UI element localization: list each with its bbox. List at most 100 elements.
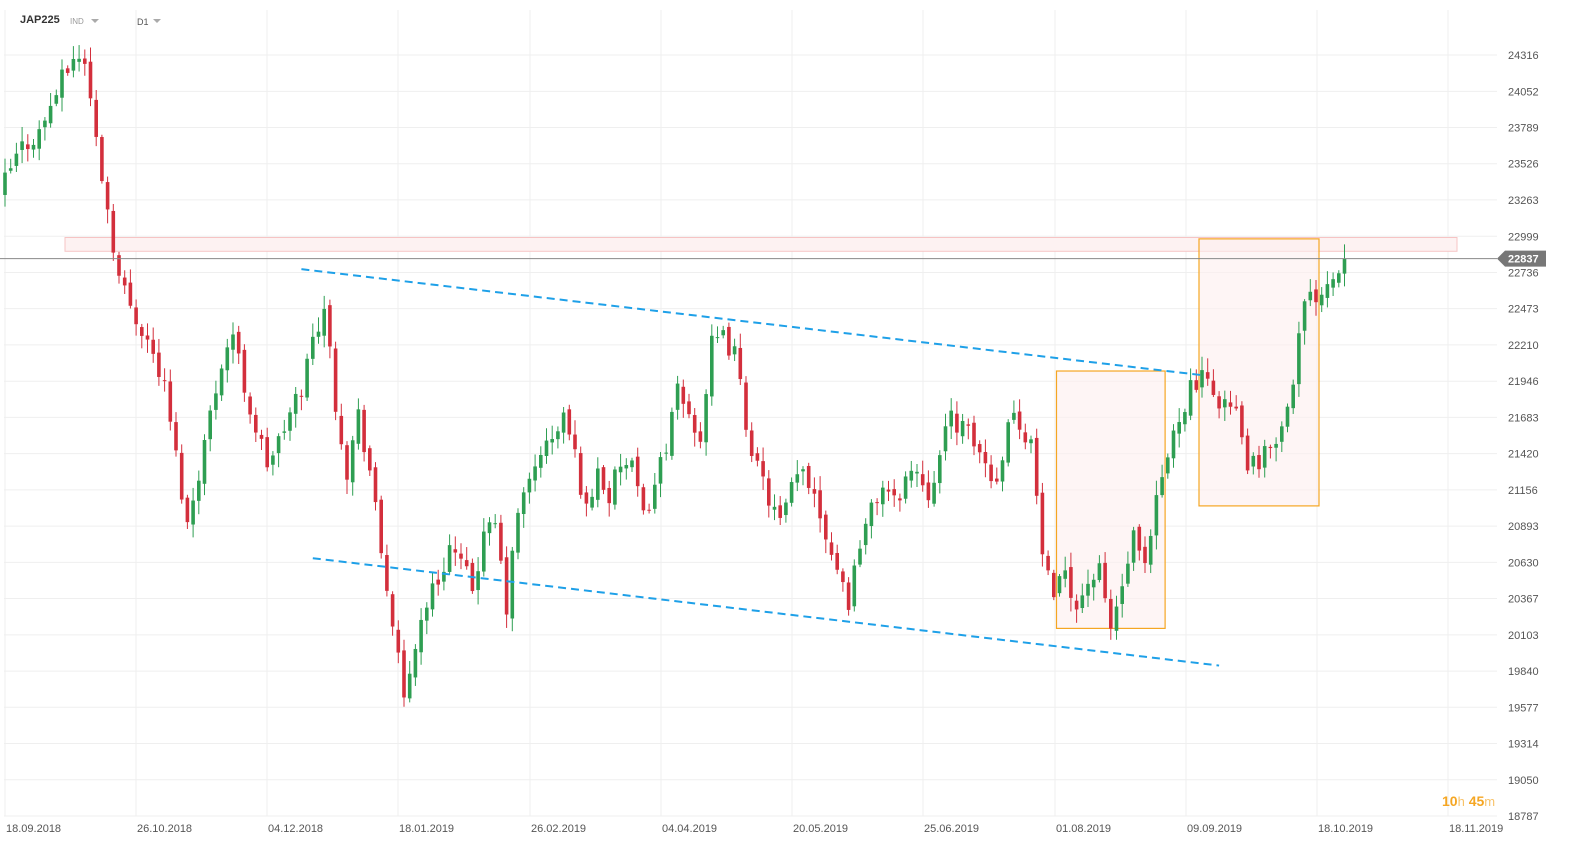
candle-body [949,410,953,427]
candle-body [675,383,680,410]
candle-body [425,607,429,621]
candle [1251,452,1256,475]
x-tick-label: 26.10.2018 [137,823,192,835]
candle-body [624,465,629,469]
candle [1268,444,1273,459]
timer-hours: 10 [1442,793,1458,809]
candle-body [1052,572,1056,598]
candle [1109,589,1113,640]
candle [641,483,646,515]
candle [60,59,64,112]
candle-body [1080,595,1085,609]
candle-body [396,629,401,653]
candle-countdown: 10h 45m [1442,793,1495,809]
y-tick-label: 20630 [1508,557,1539,569]
candle-body [276,436,281,454]
candle-body [419,619,423,653]
candle-body [356,409,361,444]
candle [510,546,515,632]
candle-body [77,58,81,62]
candle [578,446,583,499]
candle [459,543,463,570]
candle-body [259,434,264,439]
trend-lines[interactable] [301,268,1220,667]
candle-body [778,505,782,518]
candle-body [145,335,150,340]
candle [1274,437,1278,462]
candle-body [1319,294,1324,306]
candle [858,540,862,568]
candle-body [3,172,7,195]
candle-body [413,648,418,678]
candle-body [487,522,492,534]
y-tick-label: 19840 [1508,666,1539,678]
candle-body [1302,301,1307,331]
candle [601,464,606,495]
candle-body [1291,384,1295,409]
timeframe-selector[interactable]: D1 [137,17,149,27]
candle-body [527,478,532,493]
candle-body [539,454,543,468]
candle-body [157,352,161,377]
candle [282,419,287,440]
y-tick-label: 20893 [1508,521,1539,533]
candle-body [1148,535,1153,565]
candle-body [510,550,515,619]
y-tick-label: 23526 [1508,159,1539,171]
candle-body [231,334,235,350]
candle-body [829,542,834,555]
current-price-label: 22837 [1508,254,1539,266]
y-axis: 24316 24052 23789 23526 23263 22999 22736 22473… [1508,50,1539,823]
candle-body [71,59,76,71]
symbol-label[interactable]: JAP225 [20,14,60,26]
candle [812,477,817,508]
candle-body [140,327,144,336]
trend-line-lower [312,557,1220,667]
candle-body [1114,606,1119,631]
candle [738,333,743,386]
candle [1006,419,1010,467]
candle-body [647,509,651,511]
timeframe-dropdown-icon[interactable] [153,19,161,23]
candle-body [852,565,857,607]
candle [276,433,281,468]
x-tick-label: 18.01.2019 [399,823,454,835]
candle [1120,573,1124,618]
candle [379,495,383,559]
candle [168,369,173,431]
candle [436,569,440,596]
candle-body [903,476,908,499]
candle [1194,369,1199,393]
candle [727,322,731,360]
candle-body [311,336,315,359]
candle [157,338,161,386]
candle-body [1006,422,1010,463]
candle [1074,594,1079,623]
x-tick-label: 25.06.2019 [924,823,979,835]
candle-body [248,396,252,415]
candle-body [328,305,332,347]
candle-body [795,474,800,483]
candle [1177,408,1181,448]
current-price-tag [1497,250,1546,267]
candle [1291,379,1295,414]
candle [755,447,760,467]
instrument-type-label: IND [70,17,84,26]
candle [1046,550,1050,576]
candle-body [1251,455,1256,467]
candle [1017,399,1022,440]
candle [122,270,127,294]
candle-body [83,58,87,64]
candle [83,49,87,76]
symbol-dropdown-icon[interactable] [91,19,99,23]
candle-body [442,571,446,582]
candle [214,380,218,420]
candle [533,454,537,492]
candle [373,462,378,511]
candle [521,487,526,528]
y-tick-label: 20103 [1508,630,1539,642]
candle-body [898,498,902,501]
candle [1285,403,1290,433]
candle-body [767,478,771,506]
